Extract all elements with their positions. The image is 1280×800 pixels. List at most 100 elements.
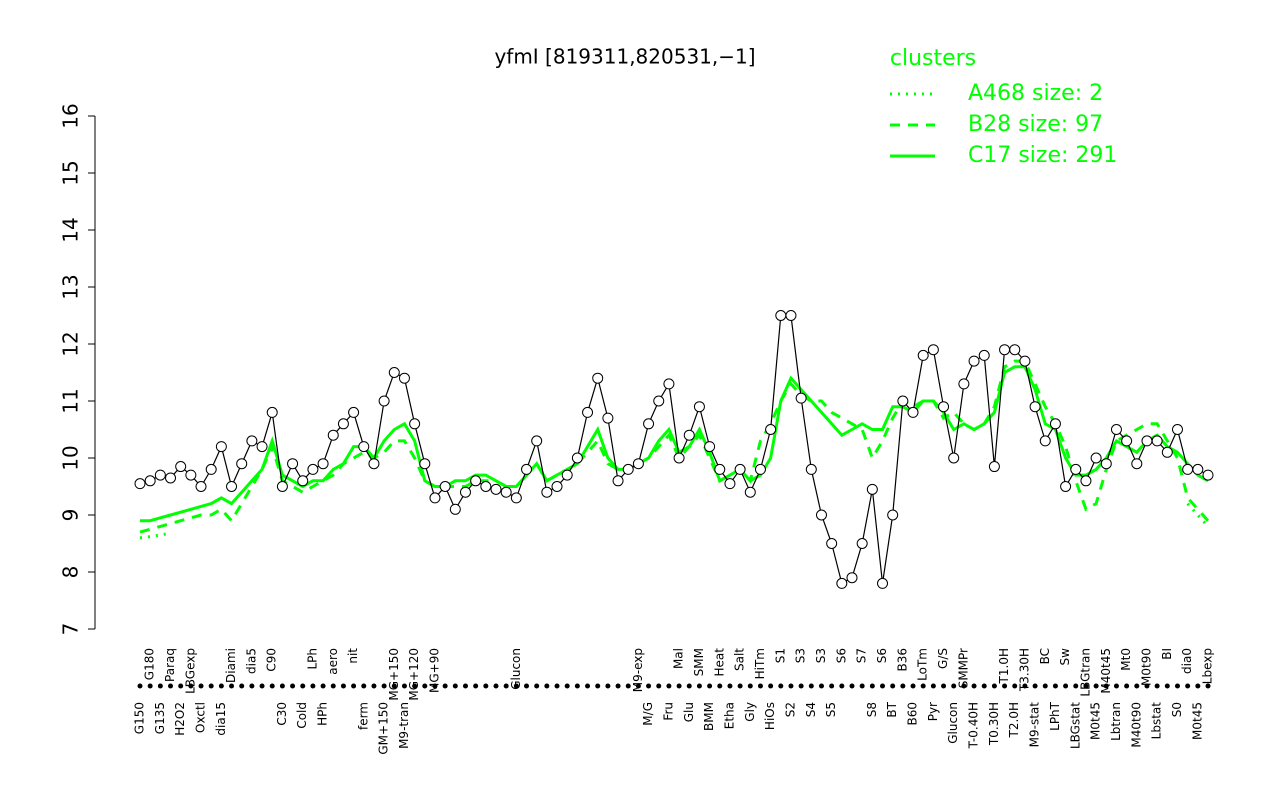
category-marker [595, 683, 601, 689]
x-tick-label: Salt [733, 648, 747, 671]
data-point [317, 458, 329, 470]
data-point [734, 463, 746, 475]
x-tick-label: MG+120 [407, 648, 421, 701]
legend-title: clusters [890, 46, 976, 71]
category-marker [839, 683, 845, 689]
category-marker [259, 683, 265, 689]
data-point [429, 492, 441, 504]
category-marker [635, 683, 641, 689]
x-tick-label: S6 [834, 648, 848, 663]
y-tick-label: 15 [59, 160, 83, 185]
category-marker [920, 683, 926, 689]
data-point [459, 486, 471, 498]
category-marker [503, 683, 509, 689]
data-point [795, 392, 807, 404]
data-point [704, 441, 716, 453]
category-marker [320, 683, 326, 689]
data-point [470, 475, 482, 487]
x-tick-label: Mal [672, 648, 686, 669]
category-marker [249, 683, 255, 689]
x-tick-label: M40t90 [1129, 702, 1143, 748]
data-point [175, 461, 187, 473]
x-tick-label: LBGexp [183, 648, 197, 694]
data-point [195, 481, 207, 492]
x-tick-label: Paraq [163, 648, 177, 682]
category-marker [279, 683, 285, 689]
category-marker [1022, 683, 1028, 689]
category-marker [646, 683, 652, 689]
data-line [139, 314, 1209, 585]
data-point [144, 475, 156, 487]
category-marker [361, 683, 367, 689]
x-tick-label: GM+150 [377, 702, 391, 755]
data-point [236, 458, 248, 470]
category-marker [880, 683, 886, 689]
data-point [1060, 481, 1072, 492]
data-point [165, 472, 177, 484]
category-marker [269, 683, 275, 689]
data-point [1009, 344, 1021, 356]
x-tick-label: HiTm [753, 648, 767, 679]
data-point [480, 481, 492, 492]
x-tick-label: M0t45 [1089, 702, 1103, 740]
x-tick-label: Lbstat [1150, 702, 1164, 740]
data-point [1161, 446, 1173, 458]
category-marker [615, 683, 621, 689]
category-marker [585, 683, 591, 689]
data-point [154, 469, 166, 481]
category-marker [656, 683, 662, 689]
data-point [531, 435, 543, 447]
data-point [541, 486, 553, 498]
data-point [561, 469, 573, 481]
data-point [1131, 458, 1143, 470]
x-tick-label: S1 [773, 648, 787, 663]
data-point [866, 483, 878, 495]
category-marker [717, 683, 723, 689]
data-point [307, 463, 319, 475]
category-marker [208, 683, 214, 689]
x-tick-label: Oxctl [194, 702, 208, 733]
category-marker [961, 683, 967, 689]
x-tick-label: BC [1038, 648, 1052, 664]
category-marker [1144, 683, 1150, 689]
data-point [134, 478, 146, 490]
x-tick-label: MG+150 [387, 648, 401, 701]
category-marker [483, 683, 489, 689]
x-tick-label: S5 [824, 702, 838, 717]
x-tick-label: ferm [356, 702, 370, 730]
data-point [582, 406, 594, 418]
category-marker [442, 683, 448, 689]
category-marker [951, 683, 957, 689]
category-marker [1195, 683, 1201, 689]
data-point [409, 418, 421, 430]
legend-label: B28 size: 97 [968, 112, 1103, 137]
category-marker [798, 683, 804, 689]
data-point [887, 509, 899, 521]
chart-title: yfmI [819311,820531,−1] [494, 45, 755, 69]
category-marker [666, 683, 672, 689]
x-tick-label: T-0.40H [967, 702, 981, 749]
x-tick-label: G135 [153, 702, 167, 734]
x-tick-label: M9-tran [397, 702, 411, 749]
category-marker [1103, 683, 1109, 689]
data-point [938, 401, 950, 413]
category-marker [168, 683, 174, 689]
data-point [246, 435, 258, 447]
x-tick-label: G150 [133, 702, 147, 734]
x-tick-label: T3.30H [1017, 648, 1031, 692]
data-point [744, 486, 756, 498]
x-tick-label: S7 [855, 648, 869, 663]
data-point [927, 344, 939, 356]
category-marker [157, 683, 163, 689]
data-point [1192, 463, 1204, 475]
data-point [1019, 355, 1031, 367]
data-point [256, 441, 268, 453]
x-tick-label: BT [885, 701, 899, 717]
y-tick-label: 16 [59, 103, 83, 128]
x-tick-label: S3 [814, 648, 828, 663]
category-marker [473, 683, 479, 689]
x-tick-label: HPh [316, 702, 330, 726]
x-tick-label: B36 [895, 648, 909, 672]
category-marker [554, 683, 560, 689]
